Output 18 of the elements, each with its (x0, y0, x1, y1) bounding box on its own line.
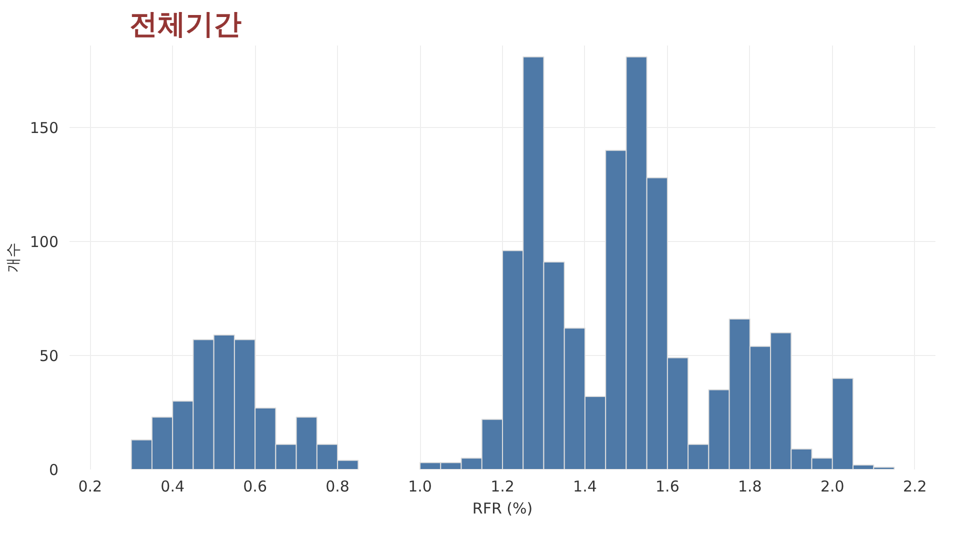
x-tick-label: 1.8 (738, 478, 762, 496)
y-tick-label: 0 (48, 461, 59, 479)
x-tick-label: 1.0 (408, 478, 432, 496)
chart-title: 전체기간 (130, 8, 242, 40)
x-tick-label: 2.2 (902, 478, 927, 496)
x-tick-label: 0.8 (326, 478, 350, 496)
y-tick-label: 50 (39, 347, 59, 366)
x-tick-label: 1.4 (573, 478, 597, 496)
y-tick-label: 100 (30, 233, 59, 252)
x-axis-title: RFR (%) (472, 500, 533, 518)
x-tick-label: 2.0 (820, 478, 844, 496)
x-tick-label: 1.2 (490, 478, 514, 496)
x-tick-label: 1.6 (656, 478, 680, 496)
y-axis-title: 개수 (4, 242, 22, 272)
x-tick-label: 0.2 (78, 478, 102, 496)
y-tick-label: 150 (30, 119, 59, 138)
x-tick-label: 0.4 (160, 478, 185, 496)
x-tick-label: 0.6 (243, 478, 268, 496)
